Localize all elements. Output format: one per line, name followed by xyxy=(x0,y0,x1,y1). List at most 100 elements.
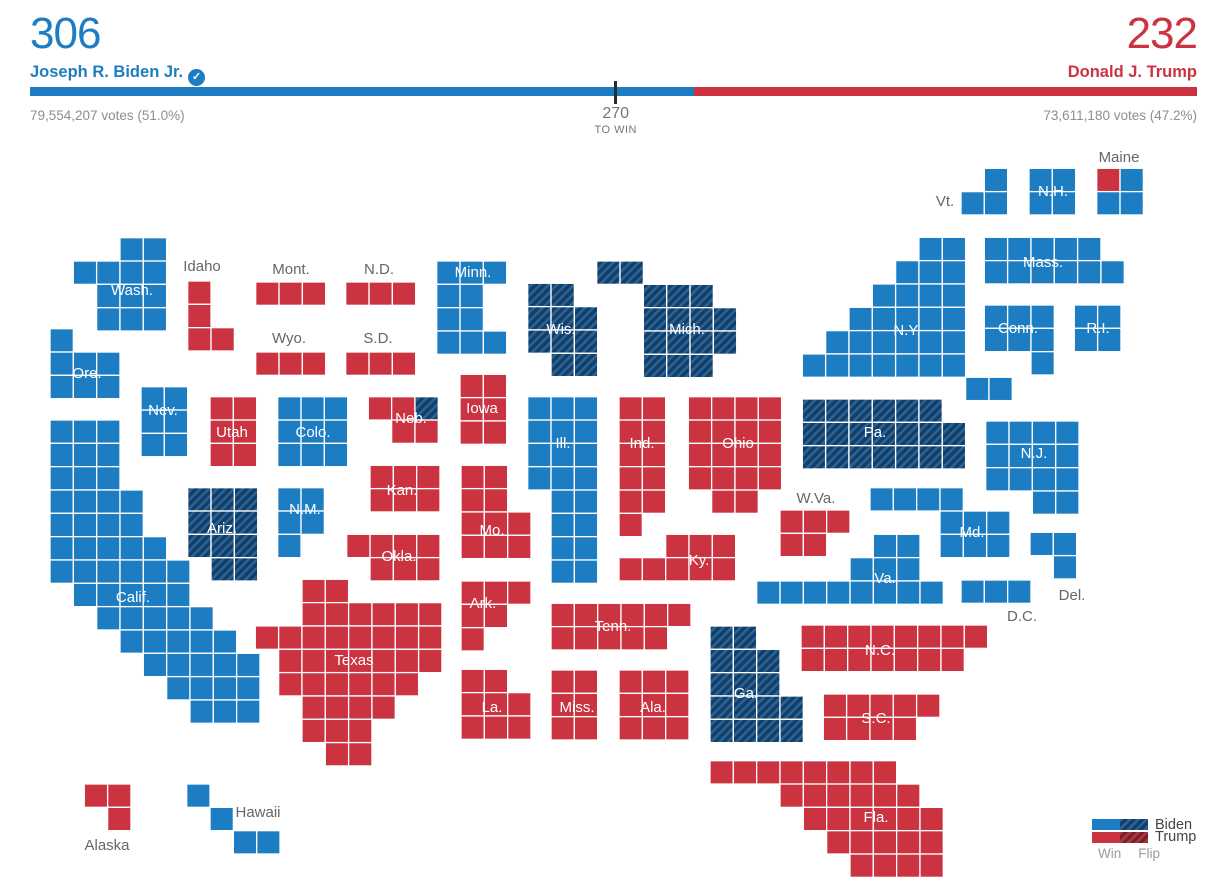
ev-square-wash[interactable] xyxy=(142,237,168,262)
ev-square-wash[interactable] xyxy=(142,307,168,332)
state-mich[interactable] xyxy=(596,260,738,379)
ev-square-nev[interactable] xyxy=(140,432,165,458)
ev-square-kan[interactable] xyxy=(416,487,441,513)
ev-square-calif[interactable] xyxy=(142,559,168,584)
ev-square-la[interactable] xyxy=(460,668,485,694)
ev-square-dc[interactable] xyxy=(983,579,1009,604)
ev-square-ind[interactable] xyxy=(618,489,643,514)
ev-square-nc[interactable] xyxy=(940,624,965,649)
ev-square-ga[interactable] xyxy=(756,718,781,744)
ev-square-sd[interactable] xyxy=(368,351,394,376)
ev-square-pa[interactable] xyxy=(918,445,943,470)
ev-square-nj[interactable] xyxy=(1008,467,1034,492)
ev-square-fla[interactable] xyxy=(849,853,874,879)
ev-square-ill[interactable] xyxy=(573,559,599,584)
ev-square-calif[interactable] xyxy=(235,652,261,678)
ev-square-wis[interactable] xyxy=(550,352,576,378)
ev-square-texas[interactable] xyxy=(371,625,396,650)
ev-square-calif[interactable] xyxy=(49,559,74,584)
ev-square-calif[interactable] xyxy=(142,536,168,561)
state-texas[interactable] xyxy=(254,578,443,767)
ev-square-utah[interactable] xyxy=(209,396,234,421)
ev-square-mich[interactable] xyxy=(596,260,621,285)
ev-square-calif[interactable] xyxy=(72,559,98,584)
ev-square-nh[interactable] xyxy=(1051,190,1077,216)
ev-square-nj[interactable] xyxy=(1031,420,1057,445)
ev-square-calif[interactable] xyxy=(119,512,144,538)
ev-square-texas[interactable] xyxy=(347,625,373,650)
state-mont[interactable] xyxy=(255,281,327,306)
ev-square-ny[interactable] xyxy=(894,353,920,378)
ev-square-ariz[interactable] xyxy=(233,557,259,582)
ev-square-md[interactable] xyxy=(986,533,1011,559)
ev-square-fla[interactable] xyxy=(732,760,758,785)
ev-square-del[interactable] xyxy=(1052,531,1078,557)
ev-square-iowa[interactable] xyxy=(482,373,508,399)
state-kan[interactable] xyxy=(369,464,441,513)
ev-square-calif[interactable] xyxy=(72,489,98,514)
ev-square-iowa[interactable] xyxy=(482,420,508,445)
state-ala[interactable] xyxy=(618,669,690,741)
ev-square-texas[interactable] xyxy=(371,601,396,627)
ev-square-calif[interactable] xyxy=(72,536,98,561)
ev-square-nm[interactable] xyxy=(277,533,302,559)
ev-square-texas[interactable] xyxy=(301,695,326,720)
ev-square-mich[interactable] xyxy=(619,260,645,285)
ev-square-miss[interactable] xyxy=(573,669,599,694)
ev-square-wyo[interactable] xyxy=(301,351,327,376)
ev-square-calif[interactable] xyxy=(119,536,144,561)
ev-square-ohio[interactable] xyxy=(757,442,783,468)
ev-square-ny[interactable] xyxy=(918,306,943,332)
ev-square-kan[interactable] xyxy=(416,464,441,490)
ev-square-calif[interactable] xyxy=(212,652,238,678)
ev-square-ny[interactable] xyxy=(848,329,873,355)
state-iowa[interactable] xyxy=(459,373,508,445)
ev-square-nev[interactable] xyxy=(163,432,189,458)
ev-square-tenn[interactable] xyxy=(643,602,669,628)
ev-square-wva[interactable] xyxy=(826,509,851,534)
ev-square-ohio[interactable] xyxy=(687,419,713,445)
ev-square-ill[interactable] xyxy=(550,466,576,491)
ev-square-pa[interactable] xyxy=(801,445,827,470)
ev-square-la[interactable] xyxy=(483,715,509,740)
ev-square-ky[interactable] xyxy=(641,556,667,582)
ev-square-ga[interactable] xyxy=(732,648,758,674)
ev-square-wis[interactable] xyxy=(527,282,552,308)
ev-square-fla[interactable] xyxy=(826,806,851,832)
ev-square-fla[interactable] xyxy=(919,853,944,879)
ev-square-ariz[interactable] xyxy=(210,533,236,559)
ev-square-ny[interactable] xyxy=(918,259,943,285)
ev-square-utah[interactable] xyxy=(232,442,258,468)
ev-square-wis[interactable] xyxy=(573,352,599,378)
ev-square-ala[interactable] xyxy=(618,716,643,741)
ev-square-mass[interactable] xyxy=(1076,236,1102,262)
ev-square-calif[interactable] xyxy=(49,466,74,491)
ev-square-pa[interactable] xyxy=(824,398,850,423)
ev-square-nj[interactable] xyxy=(1031,467,1057,492)
ev-square-alaska[interactable] xyxy=(106,806,132,832)
ev-square-calif[interactable] xyxy=(142,652,168,678)
ev-square-mo[interactable] xyxy=(507,511,532,536)
ev-square-maine[interactable] xyxy=(1096,190,1121,216)
state-mass[interactable] xyxy=(983,236,1125,285)
ev-square-ny[interactable] xyxy=(941,259,967,285)
ev-square-ariz[interactable] xyxy=(187,533,212,559)
ev-square-calif[interactable] xyxy=(72,512,98,538)
ev-square-va[interactable] xyxy=(802,580,828,605)
ev-square-nj[interactable] xyxy=(1055,467,1080,492)
ev-square-la[interactable] xyxy=(460,715,485,740)
ev-square-ny[interactable] xyxy=(988,376,1013,402)
ev-square-calif[interactable] xyxy=(165,652,191,678)
ev-square-calif[interactable] xyxy=(96,466,121,491)
ev-square-fla[interactable] xyxy=(872,760,898,785)
ev-square-texas[interactable] xyxy=(417,648,443,674)
ev-square-mo[interactable] xyxy=(483,487,509,513)
state-ri[interactable] xyxy=(1073,304,1122,353)
ev-square-hawaii[interactable] xyxy=(232,830,258,855)
ev-square-va[interactable] xyxy=(896,556,921,582)
ev-square-sc[interactable] xyxy=(892,716,918,742)
state-wyo[interactable] xyxy=(255,351,327,376)
ev-square-fla[interactable] xyxy=(802,783,828,809)
ev-square-ill[interactable] xyxy=(550,512,576,538)
ev-square-mass[interactable] xyxy=(983,236,1009,262)
